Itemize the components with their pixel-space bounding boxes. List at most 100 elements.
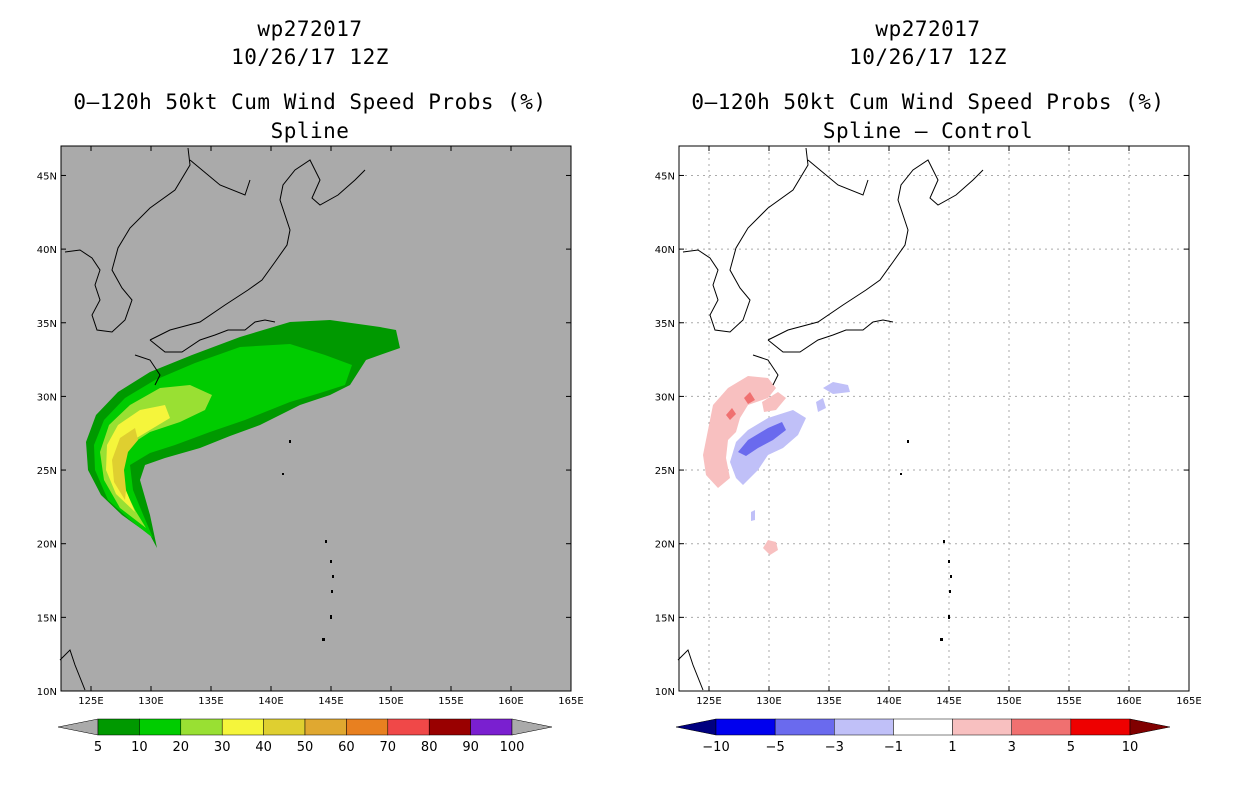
left-coastlines: [59, 147, 366, 691]
y-tick-label: 30N: [37, 392, 57, 403]
y-tick-label: 40N: [655, 245, 675, 256]
right-difference-map: 125E 130E 135E 140E 145E 150E 155E 160E 165E 10N 1…: [655, 145, 1202, 755]
x-tick-label: 125E: [78, 696, 103, 707]
diff-positive-1: [703, 376, 776, 488]
colorbar-label: 10: [131, 740, 148, 755]
y-tick-label: 20N: [37, 540, 57, 551]
colorbar-label: 50: [297, 740, 314, 755]
x-tick-label: 165E: [1176, 696, 1201, 707]
y-tick-label: 35N: [37, 319, 57, 330]
left-islands: [282, 440, 334, 641]
y-tick-label: 35N: [655, 319, 675, 330]
colorbar-label: 80: [421, 740, 438, 755]
y-tick-label: 15N: [37, 613, 57, 624]
colorbar-label: 70: [380, 740, 397, 755]
diff-negative-4: [751, 510, 755, 521]
colorbar-segment: [715, 718, 776, 736]
x-tick-label: 140E: [876, 696, 901, 707]
left-title-2: 10/26/17 12Z: [231, 45, 389, 69]
colorbar-label: −3: [825, 740, 844, 755]
y-tick-label: 30N: [655, 392, 675, 403]
colorbar-segment: [180, 718, 223, 736]
right-difference-contours: [703, 376, 850, 555]
diff-positive-3: [763, 540, 778, 555]
right-coastlines: [677, 147, 984, 691]
right-title-4: Spline – Control: [822, 119, 1034, 143]
contour-40pct: [112, 428, 138, 500]
x-tick-label: 150E: [996, 696, 1021, 707]
colorbar-arrow-right: [1129, 718, 1171, 736]
left-map-frame: [60, 145, 572, 692]
right-title-3: 0–120h 50kt Cum Wind Speed Probs (%): [691, 90, 1165, 114]
right-title-1: wp272017: [875, 17, 981, 41]
x-tick-label: 160E: [498, 696, 523, 707]
colorbar-label: 1: [948, 740, 956, 755]
colorbar-segment: [893, 718, 953, 736]
x-tick-label: 140E: [258, 696, 283, 707]
diff-negative-1: [730, 410, 806, 485]
colorbar-label: −5: [766, 740, 785, 755]
x-tick-label: 130E: [138, 696, 163, 707]
colorbar-segment: [304, 718, 347, 736]
y-tick-label: 10N: [655, 687, 675, 698]
colorbar-label: 10: [1122, 740, 1139, 755]
colorbar-segment: [1070, 718, 1131, 736]
y-tick-label: 25N: [37, 466, 57, 477]
left-title-4: Spline: [270, 119, 350, 143]
colorbar-label: 5: [94, 740, 102, 755]
x-tick-label: 125E: [696, 696, 721, 707]
colorbar-segment: [387, 718, 430, 736]
colorbar-label: 5: [1067, 740, 1075, 755]
y-tick-label: 45N: [37, 171, 57, 182]
x-tick-label: 165E: [558, 696, 583, 707]
diff-positive-4: [726, 408, 736, 420]
x-tick-label: 135E: [198, 696, 223, 707]
left-colorbar: 5 10 20 30 40 50 60 70 80 90 100: [57, 718, 553, 755]
colorbar-arrow-right: [511, 718, 553, 736]
colorbar-label: 100: [500, 740, 525, 755]
right-map-frame: [678, 145, 1190, 692]
colorbar-segment: [263, 718, 306, 736]
colorbar-label: −10: [702, 740, 729, 755]
colorbar-segment: [97, 718, 140, 736]
colorbar-label: 40: [255, 740, 272, 755]
colorbar-arrow-left: [57, 718, 99, 736]
left-title-3: 0–120h 50kt Cum Wind Speed Probs (%): [73, 90, 547, 114]
x-tick-label: 145E: [318, 696, 343, 707]
colorbar-segment: [470, 718, 513, 736]
colorbar-segment: [139, 718, 182, 736]
colorbar-arrow-left: [675, 718, 717, 736]
diff-negative-5: [738, 422, 786, 456]
y-tick-label: 40N: [37, 245, 57, 256]
colorbar-label: −1: [884, 740, 903, 755]
y-tick-label: 25N: [655, 466, 675, 477]
colorbar-label: 30: [214, 740, 231, 755]
colorbar-segment: [774, 718, 835, 736]
diff-negative-3: [816, 398, 826, 412]
x-tick-label: 150E: [378, 696, 403, 707]
left-title-1: wp272017: [257, 17, 363, 41]
colorbar-segment: [346, 718, 389, 736]
diff-negative-2: [823, 382, 850, 394]
colorbar-label: 60: [338, 740, 355, 755]
x-tick-label: 145E: [936, 696, 961, 707]
y-tick-label: 45N: [655, 171, 675, 182]
colorbar-segment: [428, 718, 471, 736]
right-title-2: 10/26/17 12Z: [849, 45, 1007, 69]
y-tick-label: 15N: [655, 613, 675, 624]
x-tick-label: 130E: [756, 696, 781, 707]
x-tick-label: 160E: [1116, 696, 1141, 707]
colorbar-label: 20: [173, 740, 190, 755]
y-tick-label: 20N: [655, 540, 675, 551]
diff-positive-5: [744, 392, 755, 404]
colorbar-label: 90: [462, 740, 479, 755]
colorbar-segment: [221, 718, 264, 736]
x-tick-label: 135E: [816, 696, 841, 707]
right-islands: [900, 440, 952, 641]
colorbar-segment: [1011, 718, 1072, 736]
x-tick-label: 155E: [438, 696, 463, 707]
right-map-background: [679, 146, 1189, 691]
colorbar-label: 3: [1008, 740, 1016, 755]
colorbar-segment: [834, 718, 894, 736]
right-colorbar: −10 −5 −3 −1 1 3 5 10: [675, 718, 1171, 755]
